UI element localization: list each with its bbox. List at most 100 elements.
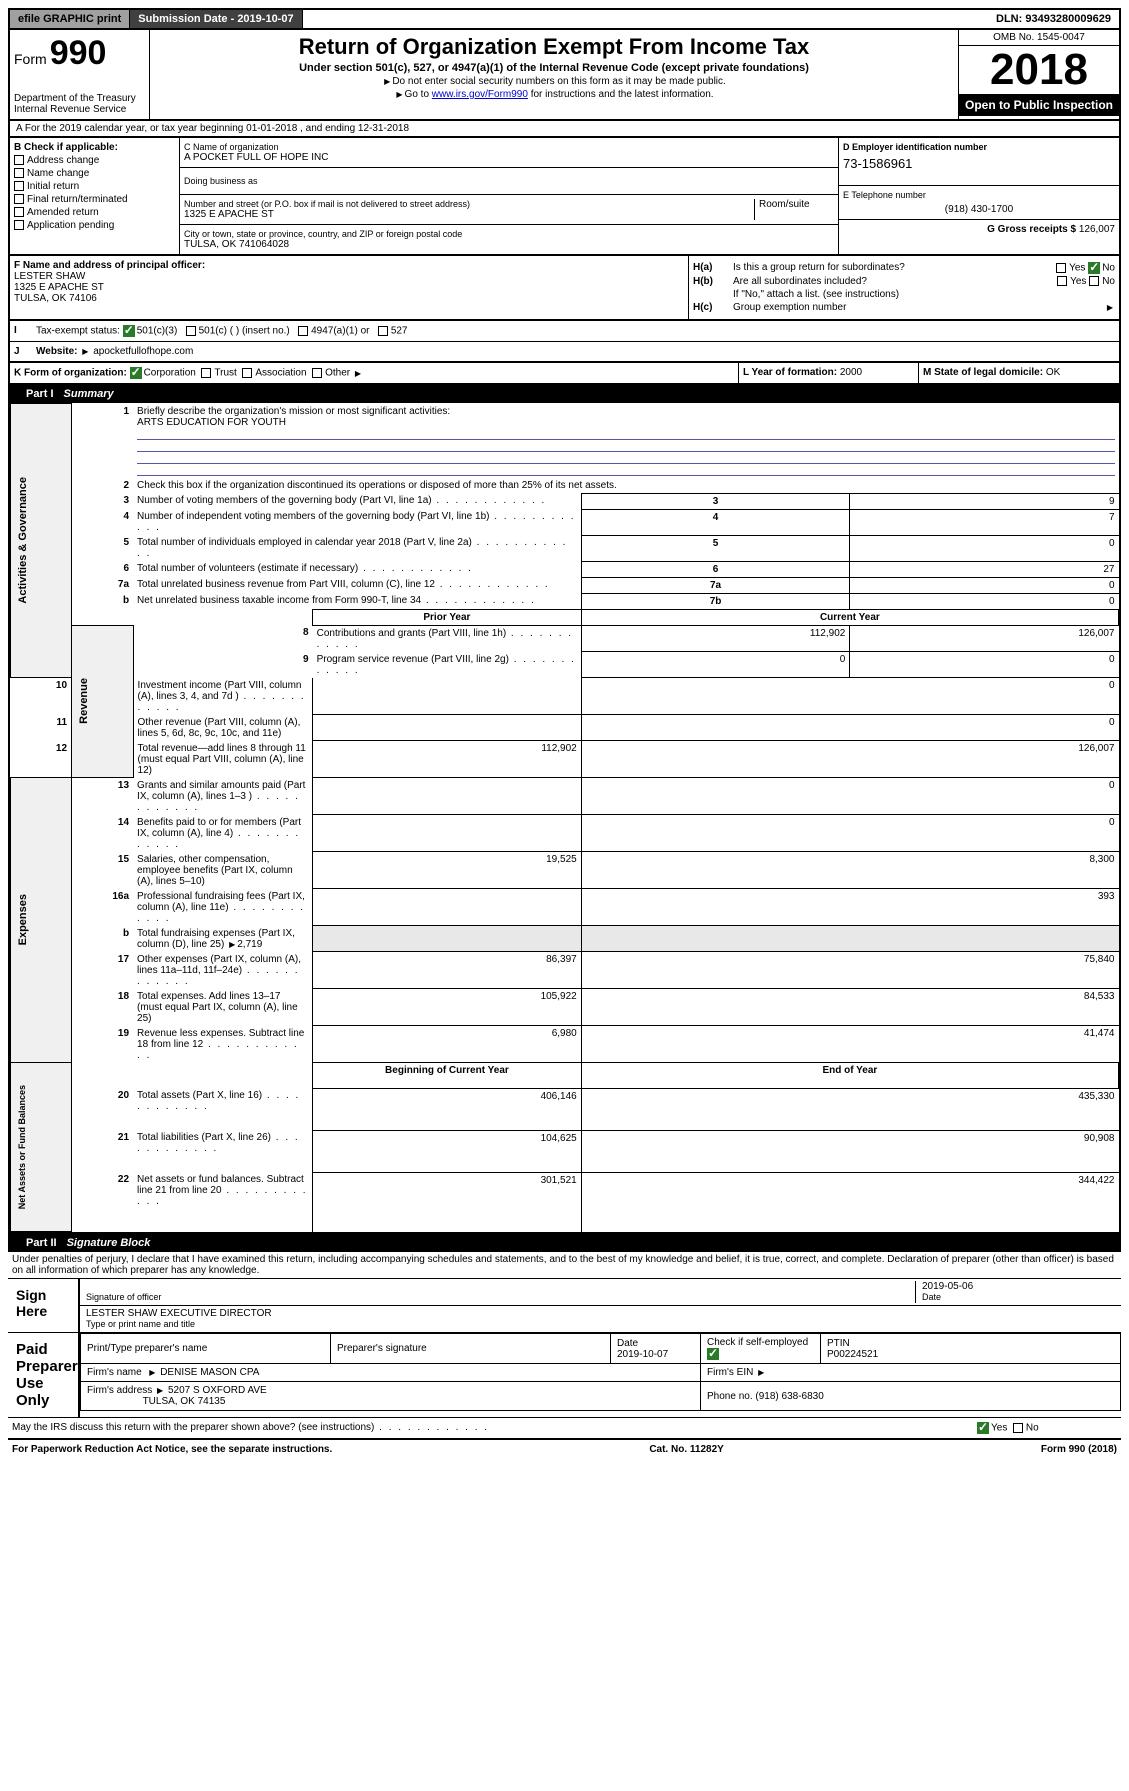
dba-label: Doing business as	[184, 176, 834, 186]
check-application-pending[interactable]	[14, 220, 24, 230]
dept-label: Department of the Treasury	[14, 93, 145, 104]
p9: 0	[581, 652, 850, 678]
q20: Total assets (Part X, line 16)	[133, 1088, 313, 1130]
check-initial-return[interactable]	[14, 181, 24, 191]
j-label: Website:	[36, 346, 78, 357]
note-goto-pre: Go to	[405, 89, 432, 100]
v3: 9	[850, 493, 1119, 509]
l-label: L Year of formation:	[743, 367, 837, 378]
q18: Total expenses. Add lines 13–17 (must eq…	[133, 989, 313, 1026]
c-name-label: C Name of organization	[184, 142, 834, 152]
c19: 41,474	[581, 1026, 1118, 1063]
q8: Contributions and grants (Part VIII, lin…	[313, 625, 582, 652]
paid-h5: PTIN	[827, 1338, 850, 1349]
i-label: Tax-exempt status:	[36, 326, 120, 337]
check-501c[interactable]	[186, 326, 196, 336]
p20: 406,146	[313, 1088, 582, 1130]
check-527[interactable]	[378, 326, 388, 336]
city-state-zip: TULSA, OK 741064028	[184, 239, 834, 250]
ein-label: D Employer identification number	[843, 142, 1115, 152]
c8: 126,007	[850, 625, 1119, 652]
submission-date-button[interactable]: Submission Date - 2019-10-07	[130, 10, 302, 28]
p10	[313, 678, 582, 715]
q2-text: Check this box if the organization disco…	[137, 480, 617, 491]
paid-h1: Print/Type preparer's name	[81, 1334, 331, 1364]
p17: 86,397	[313, 952, 582, 989]
footer-left: For Paperwork Reduction Act Notice, see …	[12, 1444, 332, 1455]
ein-value: 73-1586961	[843, 156, 1115, 171]
side-net-assets: Net Assets or Fund Balances	[15, 1065, 29, 1229]
open-public-badge: Open to Public Inspection	[959, 94, 1119, 116]
street-label: Number and street (or P.O. box if mail i…	[184, 199, 754, 209]
hb-no[interactable]	[1089, 276, 1099, 286]
officer-city: TULSA, OK 74106	[14, 293, 684, 304]
phone-no-label: Phone no.	[707, 1391, 753, 1402]
gross-label: G Gross receipts $	[987, 224, 1076, 235]
check-name-change[interactable]	[14, 168, 24, 178]
c11: 0	[581, 715, 1118, 741]
prior-year-hdr: Prior Year	[313, 609, 582, 625]
ha-yes[interactable]	[1056, 263, 1066, 273]
hb-yes[interactable]	[1057, 276, 1067, 286]
p12: 112,902	[313, 741, 582, 778]
ha-no-checked[interactable]	[1088, 262, 1100, 274]
c18: 84,533	[581, 989, 1118, 1026]
c9: 0	[850, 652, 1119, 678]
check-association[interactable]	[242, 368, 252, 378]
officer-name-title: LESTER SHAW EXECUTIVE DIRECTOR	[86, 1308, 272, 1319]
q19: Revenue less expenses. Subtract line 18 …	[133, 1026, 313, 1063]
q3-text: Number of voting members of the governin…	[133, 493, 581, 509]
check-final-return[interactable]	[14, 194, 24, 204]
paid-h2: Preparer's signature	[331, 1334, 611, 1364]
c12: 126,007	[581, 741, 1118, 778]
c22: 344,422	[581, 1172, 1118, 1232]
check-self-employed[interactable]	[707, 1348, 719, 1360]
check-other[interactable]	[312, 368, 322, 378]
firm-addr-label: Firm's address	[87, 1385, 152, 1396]
preparer-phone: (918) 638-6830	[755, 1391, 823, 1402]
irs-label: Internal Revenue Service	[14, 104, 145, 115]
q1-text: Briefly describe the organization's miss…	[137, 406, 450, 417]
form-header: Form 990 Department of the Treasury Inte…	[8, 30, 1121, 121]
p11	[313, 715, 582, 741]
check-501c3[interactable]	[123, 325, 135, 337]
firm-addr2: TULSA, OK 74135	[143, 1396, 226, 1407]
room-label: Room/suite	[754, 199, 834, 220]
summary-table: Activities & Governance 1 Briefly descri…	[10, 403, 1119, 1232]
hb-note: If "No," attach a list. (see instruction…	[693, 289, 1115, 300]
firm-name-label: Firm's name	[87, 1367, 142, 1378]
discuss-no[interactable]	[1013, 1423, 1023, 1433]
v7b: 0	[850, 593, 1119, 609]
firm-ein-label: Firm's EIN	[707, 1367, 753, 1378]
p18: 105,922	[313, 989, 582, 1026]
q16b-val: 2,719	[237, 939, 262, 950]
check-corporation[interactable]	[130, 367, 142, 379]
efile-print-button[interactable]: efile GRAPHIC print	[10, 10, 130, 28]
declaration-text: Under penalties of perjury, I declare th…	[8, 1252, 1121, 1278]
check-trust[interactable]	[201, 368, 211, 378]
begin-year-hdr: Beginning of Current Year	[313, 1063, 582, 1089]
instructions-link[interactable]: www.irs.gov/Form990	[432, 89, 528, 100]
check-amended[interactable]	[14, 207, 24, 217]
q5-text: Total number of individuals employed in …	[133, 535, 581, 561]
p22: 301,521	[313, 1172, 582, 1232]
check-address-change[interactable]	[14, 155, 24, 165]
side-governance: Activities & Governance	[15, 457, 31, 624]
c13: 0	[581, 778, 1118, 815]
f-label: F Name and address of principal officer:	[14, 260, 684, 271]
city-label: City or town, state or province, country…	[184, 229, 834, 239]
check-4947[interactable]	[298, 326, 308, 336]
discuss-yes-checked[interactable]	[977, 1422, 989, 1434]
c16a: 393	[581, 889, 1118, 926]
sig-officer-label: Signature of officer	[86, 1292, 161, 1302]
ha-text: Is this a group return for subordinates?	[733, 262, 1005, 274]
sign-here-label: Sign Here	[8, 1279, 78, 1332]
paid-h3: Date	[617, 1338, 638, 1349]
q17: Other expenses (Part IX, column (A), lin…	[133, 952, 313, 989]
paid-preparer-label: Paid Preparer Use Only	[8, 1333, 78, 1417]
v6: 27	[850, 561, 1119, 577]
part1-header: Part I Summary	[8, 385, 1121, 403]
k-label: K Form of organization:	[14, 368, 127, 379]
v7a: 0	[850, 577, 1119, 593]
sig-date: 2019-05-06	[922, 1281, 973, 1292]
